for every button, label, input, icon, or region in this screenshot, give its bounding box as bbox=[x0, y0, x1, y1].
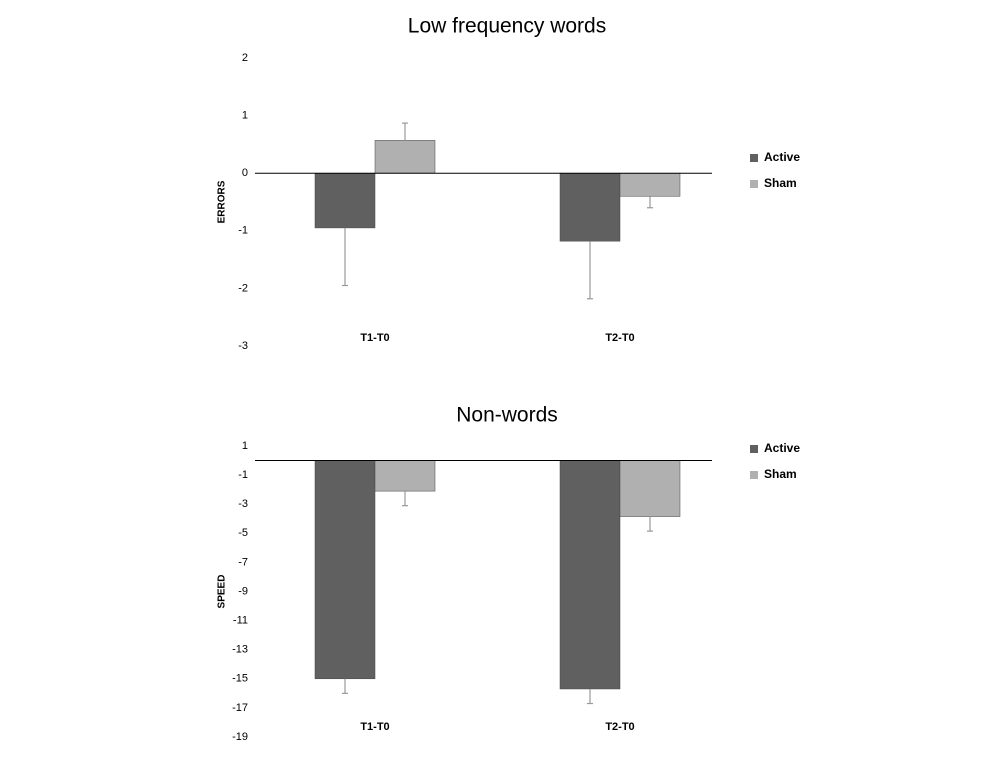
bar bbox=[559, 460, 621, 690]
y-tick-label: 1 bbox=[242, 440, 248, 452]
y-tick-label: -15 bbox=[232, 673, 248, 685]
bar bbox=[559, 172, 621, 242]
y-tick-label: -9 bbox=[238, 585, 248, 597]
error-bar bbox=[342, 678, 348, 694]
chart-title: Low frequency words bbox=[408, 15, 606, 38]
y-tick-label: -2 bbox=[238, 282, 248, 294]
legend-label: Active bbox=[764, 441, 800, 455]
bar bbox=[314, 460, 376, 680]
error-bar bbox=[402, 122, 408, 141]
y-tick-label: 2 bbox=[242, 52, 248, 64]
legend-swatch bbox=[750, 471, 758, 479]
error-bar bbox=[587, 241, 593, 300]
error-bar bbox=[402, 491, 408, 507]
error-bar bbox=[342, 227, 348, 287]
y-tick-label: -19 bbox=[232, 731, 248, 743]
y-tick-label: -3 bbox=[238, 498, 248, 510]
y-tick-label: -11 bbox=[233, 615, 248, 627]
error-bar bbox=[647, 196, 653, 209]
y-tick-label: -1 bbox=[238, 225, 248, 237]
y-tick-label: 0 bbox=[242, 167, 248, 179]
bar bbox=[619, 172, 681, 197]
y-tick-label: 1 bbox=[242, 110, 248, 122]
y-axis-label: ERRORS bbox=[217, 180, 228, 223]
legend-swatch bbox=[750, 445, 758, 453]
chart-title: Non-words bbox=[456, 404, 558, 427]
legend-label: Sham bbox=[764, 467, 797, 481]
bar bbox=[314, 172, 376, 229]
bar bbox=[374, 460, 436, 492]
x-tick-label: T2-T0 bbox=[605, 721, 634, 733]
y-tick-label: -5 bbox=[238, 527, 248, 539]
error-bar bbox=[587, 688, 593, 705]
x-tick-label: T1-T0 bbox=[360, 332, 389, 344]
legend-label: Active bbox=[764, 150, 800, 164]
y-tick-label: -3 bbox=[238, 340, 248, 352]
error-bar bbox=[647, 516, 653, 532]
y-tick-label: -7 bbox=[238, 556, 248, 568]
y-axis-label: SPEED bbox=[217, 575, 228, 609]
legend-swatch bbox=[750, 154, 758, 162]
bar bbox=[374, 140, 436, 174]
y-tick-label: -17 bbox=[232, 702, 248, 714]
y-tick-label: -13 bbox=[232, 644, 248, 656]
legend-swatch bbox=[750, 180, 758, 188]
x-tick-label: T2-T0 bbox=[605, 332, 634, 344]
y-tick-label: -1 bbox=[238, 469, 248, 481]
x-tick-label: T1-T0 bbox=[360, 721, 389, 733]
legend-label: Sham bbox=[764, 176, 797, 190]
bar bbox=[619, 460, 681, 517]
